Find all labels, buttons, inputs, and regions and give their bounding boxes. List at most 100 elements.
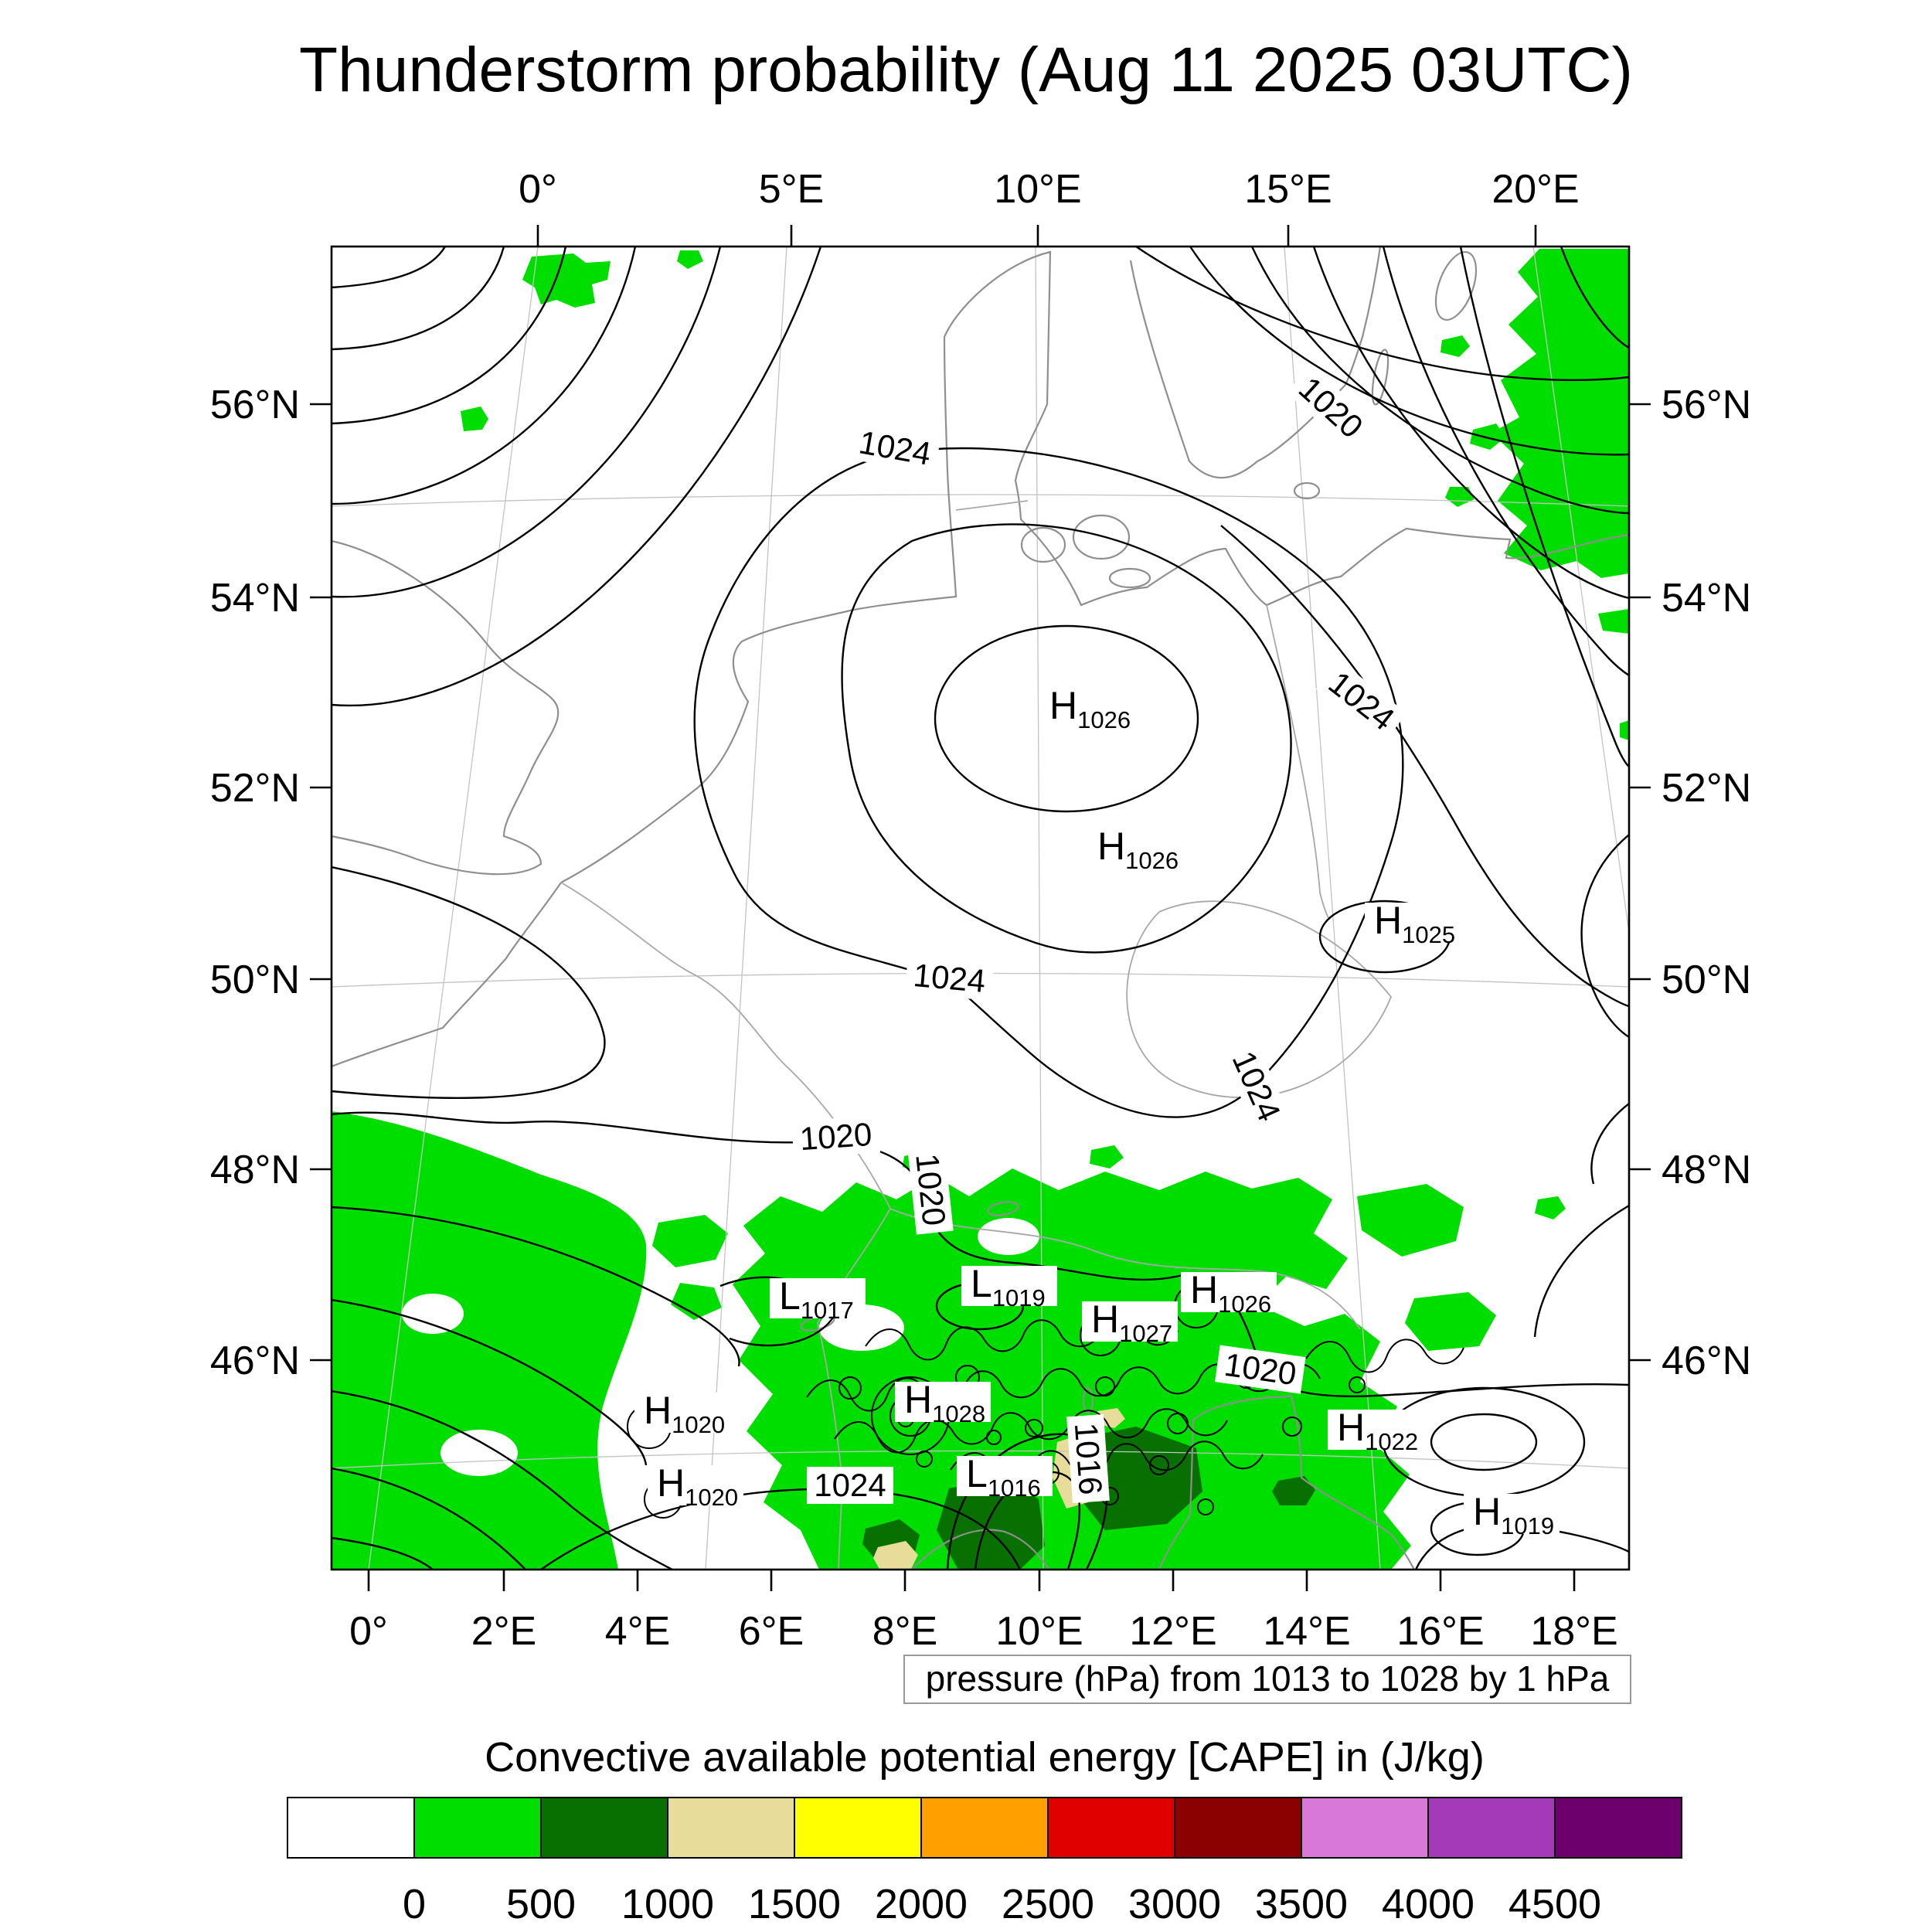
coastline-island xyxy=(1293,481,1321,500)
label-box xyxy=(849,422,941,474)
longitude-label: 2°E xyxy=(471,1609,536,1654)
top-axis-ticks xyxy=(536,225,1537,247)
colorbar-cell xyxy=(287,1797,415,1859)
coastline-island xyxy=(1020,526,1066,563)
isobar-loop xyxy=(986,1430,1002,1445)
colorbar-cell xyxy=(1427,1797,1556,1859)
bottom-axis-ticks xyxy=(367,1570,1576,1591)
isobar-label: 1020 xyxy=(1286,365,1376,451)
cape-region xyxy=(873,1541,918,1570)
pressure-center: H1020 xyxy=(634,1389,730,1438)
longitude-label: 10°E xyxy=(995,1609,1083,1654)
cape-region xyxy=(677,250,703,269)
label-box xyxy=(1315,659,1407,743)
isobar-label: 1020 xyxy=(1215,1345,1306,1394)
meridian-line xyxy=(1035,247,1044,1570)
axis-ticks xyxy=(310,225,1651,1591)
latitude-label: 52°N xyxy=(1662,766,1751,811)
longitude-label: 0° xyxy=(349,1609,388,1654)
latitude-label: 56°N xyxy=(210,383,300,427)
longitude-label: 8°E xyxy=(872,1609,937,1654)
colorbar-cell xyxy=(1301,1797,1429,1859)
isobar-dense xyxy=(1305,1338,1464,1373)
colorbar-tick-label: 500 xyxy=(506,1881,576,1927)
colorbar-cell xyxy=(920,1797,1049,1859)
isobar xyxy=(332,247,567,425)
cape-region xyxy=(522,253,611,308)
pressure-center: H1019 xyxy=(1464,1490,1560,1539)
longitude-label: 10°E xyxy=(994,167,1081,212)
isobar-loop xyxy=(1282,1417,1302,1437)
colorbar-title: Convective available potential energy [C… xyxy=(485,1734,1485,1781)
label-box xyxy=(1066,1414,1110,1504)
latitude-label: 50°N xyxy=(1662,957,1751,1002)
pressure-center: L1019 xyxy=(961,1262,1057,1311)
colorbar-tick-label: 1000 xyxy=(621,1881,714,1927)
colorbar-cell xyxy=(540,1797,668,1859)
isobar-label: 1024 xyxy=(807,1467,893,1504)
cape-region xyxy=(1535,1196,1566,1219)
latitude-label: 56°N xyxy=(1662,383,1751,427)
caption-text: pressure (hPa) from 1013 to 1028 by 1 hP… xyxy=(926,1658,1610,1699)
border xyxy=(560,882,892,1570)
cape-region xyxy=(1272,1476,1315,1505)
coastline xyxy=(332,539,560,876)
coastlines xyxy=(332,247,1629,1570)
border xyxy=(955,500,1029,511)
isobar-loop xyxy=(838,1376,862,1400)
svg-text:H1019: H1019 xyxy=(1473,1490,1554,1539)
isobar-loop xyxy=(1349,1376,1366,1393)
latitude-label: 46°N xyxy=(210,1338,300,1383)
svg-text:L1017: L1017 xyxy=(779,1274,854,1324)
isobar xyxy=(1312,247,1629,600)
meridian-line xyxy=(705,247,787,1570)
longitude-label: 12°E xyxy=(1129,1609,1216,1654)
svg-text:H1027: H1027 xyxy=(1091,1298,1172,1347)
cape-region xyxy=(461,406,488,431)
isobar xyxy=(1590,1103,1629,1185)
border xyxy=(1126,900,1393,1098)
latitude-label: 52°N xyxy=(210,766,300,811)
pressure-center: H1028 xyxy=(895,1378,991,1427)
svg-text:1016: 1016 xyxy=(1068,1421,1109,1495)
latitude-label: 48°N xyxy=(1662,1148,1751,1192)
isobar-1025-closed xyxy=(841,523,1292,954)
svg-text:H1026: H1026 xyxy=(1190,1268,1271,1318)
latitude-label: 54°N xyxy=(210,576,300,621)
isobar xyxy=(332,247,637,505)
label-box xyxy=(904,956,995,1001)
isobar-dense xyxy=(834,1408,1228,1454)
svg-text:H1026: H1026 xyxy=(1097,825,1179,874)
label-box xyxy=(770,1278,866,1318)
cape-region xyxy=(652,1215,728,1267)
border xyxy=(889,1208,1361,1330)
colorbar-tick-label: 3000 xyxy=(1128,1881,1221,1927)
longitude-label: 6°E xyxy=(739,1609,804,1654)
colorbar-tick-labels: 0 500 1000 1500 2000 2500 3000 3500 4000… xyxy=(403,1881,1601,1927)
cape-region xyxy=(1357,1184,1464,1257)
pressure-caption: pressure (hPa) from 1013 to 1028 by 1 hP… xyxy=(903,1655,1631,1704)
isobar-label: 1016 xyxy=(1066,1414,1110,1504)
isobar xyxy=(1580,834,1629,1039)
longitude-label: 20°E xyxy=(1492,167,1579,212)
border xyxy=(1266,604,1330,920)
isobar-label: 1020 xyxy=(907,1145,954,1235)
isobar-label: 1024 xyxy=(1315,659,1407,743)
svg-text:1024: 1024 xyxy=(912,957,987,999)
isobar xyxy=(974,1471,1081,1570)
map-title: Thunderstorm probability (Aug 11 2025 03… xyxy=(299,35,1633,105)
isobar-1024-closed xyxy=(693,447,1404,1118)
isobar xyxy=(1560,247,1629,349)
isobar xyxy=(1135,247,1629,381)
label-box xyxy=(961,1266,1057,1306)
latitude-label: 48°N xyxy=(210,1148,300,1192)
meridian-line xyxy=(368,247,539,1570)
label-box xyxy=(1365,903,1461,943)
coastline xyxy=(911,1529,1050,1570)
isobar-1026-closed xyxy=(934,624,1199,813)
colorbar-tick-label: 4500 xyxy=(1509,1881,1601,1927)
parallel-line xyxy=(332,494,1629,507)
label-box xyxy=(1464,1494,1560,1534)
label-box xyxy=(791,1115,881,1158)
label-box xyxy=(634,1393,730,1433)
